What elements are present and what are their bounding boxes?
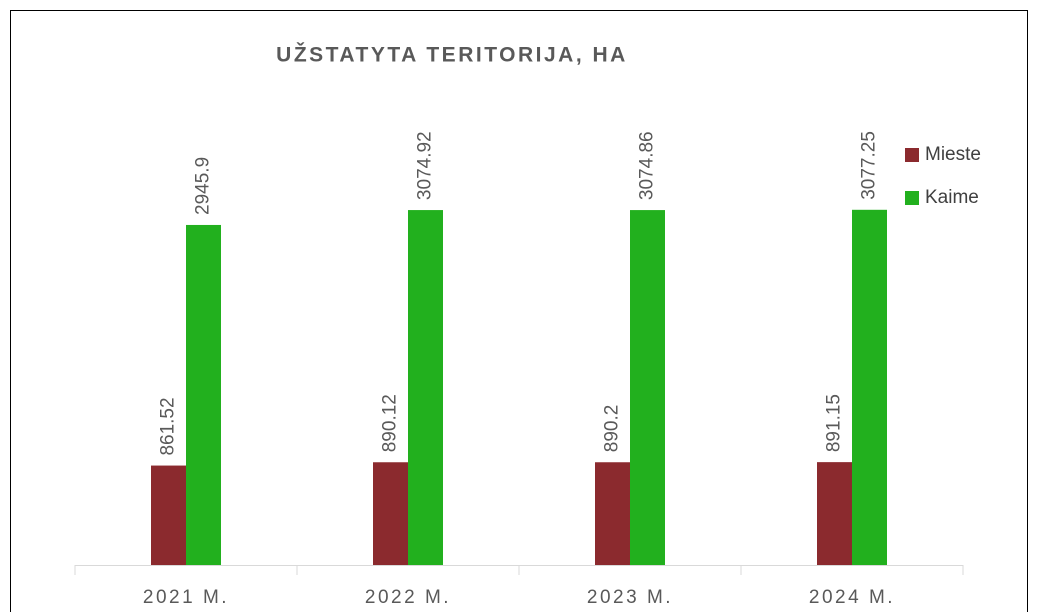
chart-title: UŽSTATYTA TERITORIJA, HA — [276, 43, 628, 67]
x-tick-label: 2022 M. — [365, 587, 451, 608]
value-label: 3074.86 — [637, 131, 658, 200]
bar — [151, 465, 186, 565]
bar — [630, 210, 665, 565]
legend-label: Kaime — [925, 187, 979, 208]
x-tick-label: 2023 M. — [587, 587, 673, 608]
value-label: 3077.25 — [859, 131, 880, 200]
chart-border — [10, 10, 1028, 612]
legend-label: Mieste — [925, 144, 981, 165]
legend-swatch — [905, 148, 919, 162]
bar — [817, 462, 852, 565]
value-label: 2945.9 — [193, 157, 214, 215]
value-label: 890.2 — [602, 405, 623, 453]
value-label: 890.12 — [380, 394, 401, 452]
value-label: 3074.92 — [415, 131, 436, 200]
bar — [373, 462, 408, 565]
x-tick-label: 2024 M. — [809, 587, 895, 608]
value-label: 891.15 — [824, 394, 845, 452]
bar — [408, 210, 443, 565]
bar — [852, 209, 887, 565]
value-label: 861.52 — [158, 397, 179, 455]
legend-swatch — [905, 191, 919, 205]
bar — [595, 462, 630, 565]
bar — [186, 224, 221, 565]
x-tick-label: 2021 M. — [143, 587, 229, 608]
